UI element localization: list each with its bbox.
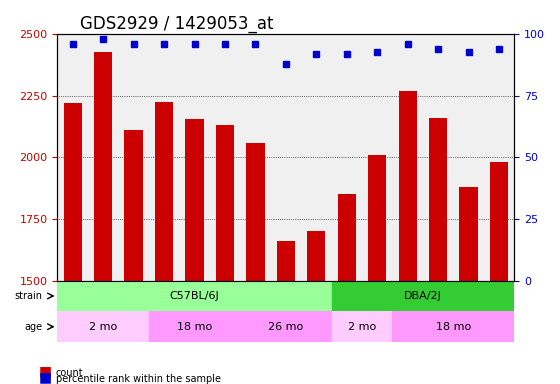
Bar [429, 118, 447, 384]
Text: ■: ■ [39, 364, 52, 378]
Text: 2 mo: 2 mo [89, 322, 117, 332]
Bar [307, 231, 325, 384]
Bar [185, 119, 204, 384]
Bar [332, 311, 393, 342]
Bar [277, 241, 295, 384]
Text: ■: ■ [39, 370, 52, 384]
Bar [332, 281, 514, 311]
Text: 26 mo: 26 mo [268, 322, 304, 332]
Bar [63, 103, 82, 384]
Bar [58, 311, 149, 342]
Bar [94, 51, 113, 384]
Text: percentile rank within the sample: percentile rank within the sample [56, 374, 221, 384]
Text: age: age [24, 322, 42, 332]
Text: 18 mo: 18 mo [436, 322, 471, 332]
Text: 18 mo: 18 mo [177, 322, 212, 332]
Text: C57BL/6J: C57BL/6J [170, 291, 220, 301]
Bar [58, 281, 332, 311]
Bar [124, 130, 143, 384]
Bar [368, 155, 386, 384]
Bar [240, 311, 332, 342]
Bar [246, 142, 264, 384]
Text: 2 mo: 2 mo [348, 322, 376, 332]
Bar [399, 91, 417, 384]
Bar [490, 162, 508, 384]
Bar [216, 126, 234, 384]
Text: strain: strain [14, 291, 42, 301]
Bar [155, 102, 173, 384]
Bar [149, 311, 240, 342]
Text: count: count [56, 368, 83, 378]
Text: DBA/2J: DBA/2J [404, 291, 442, 301]
Bar [338, 194, 356, 384]
Text: GDS2929 / 1429053_at: GDS2929 / 1429053_at [80, 15, 274, 33]
Bar [393, 311, 514, 342]
Bar [459, 187, 478, 384]
